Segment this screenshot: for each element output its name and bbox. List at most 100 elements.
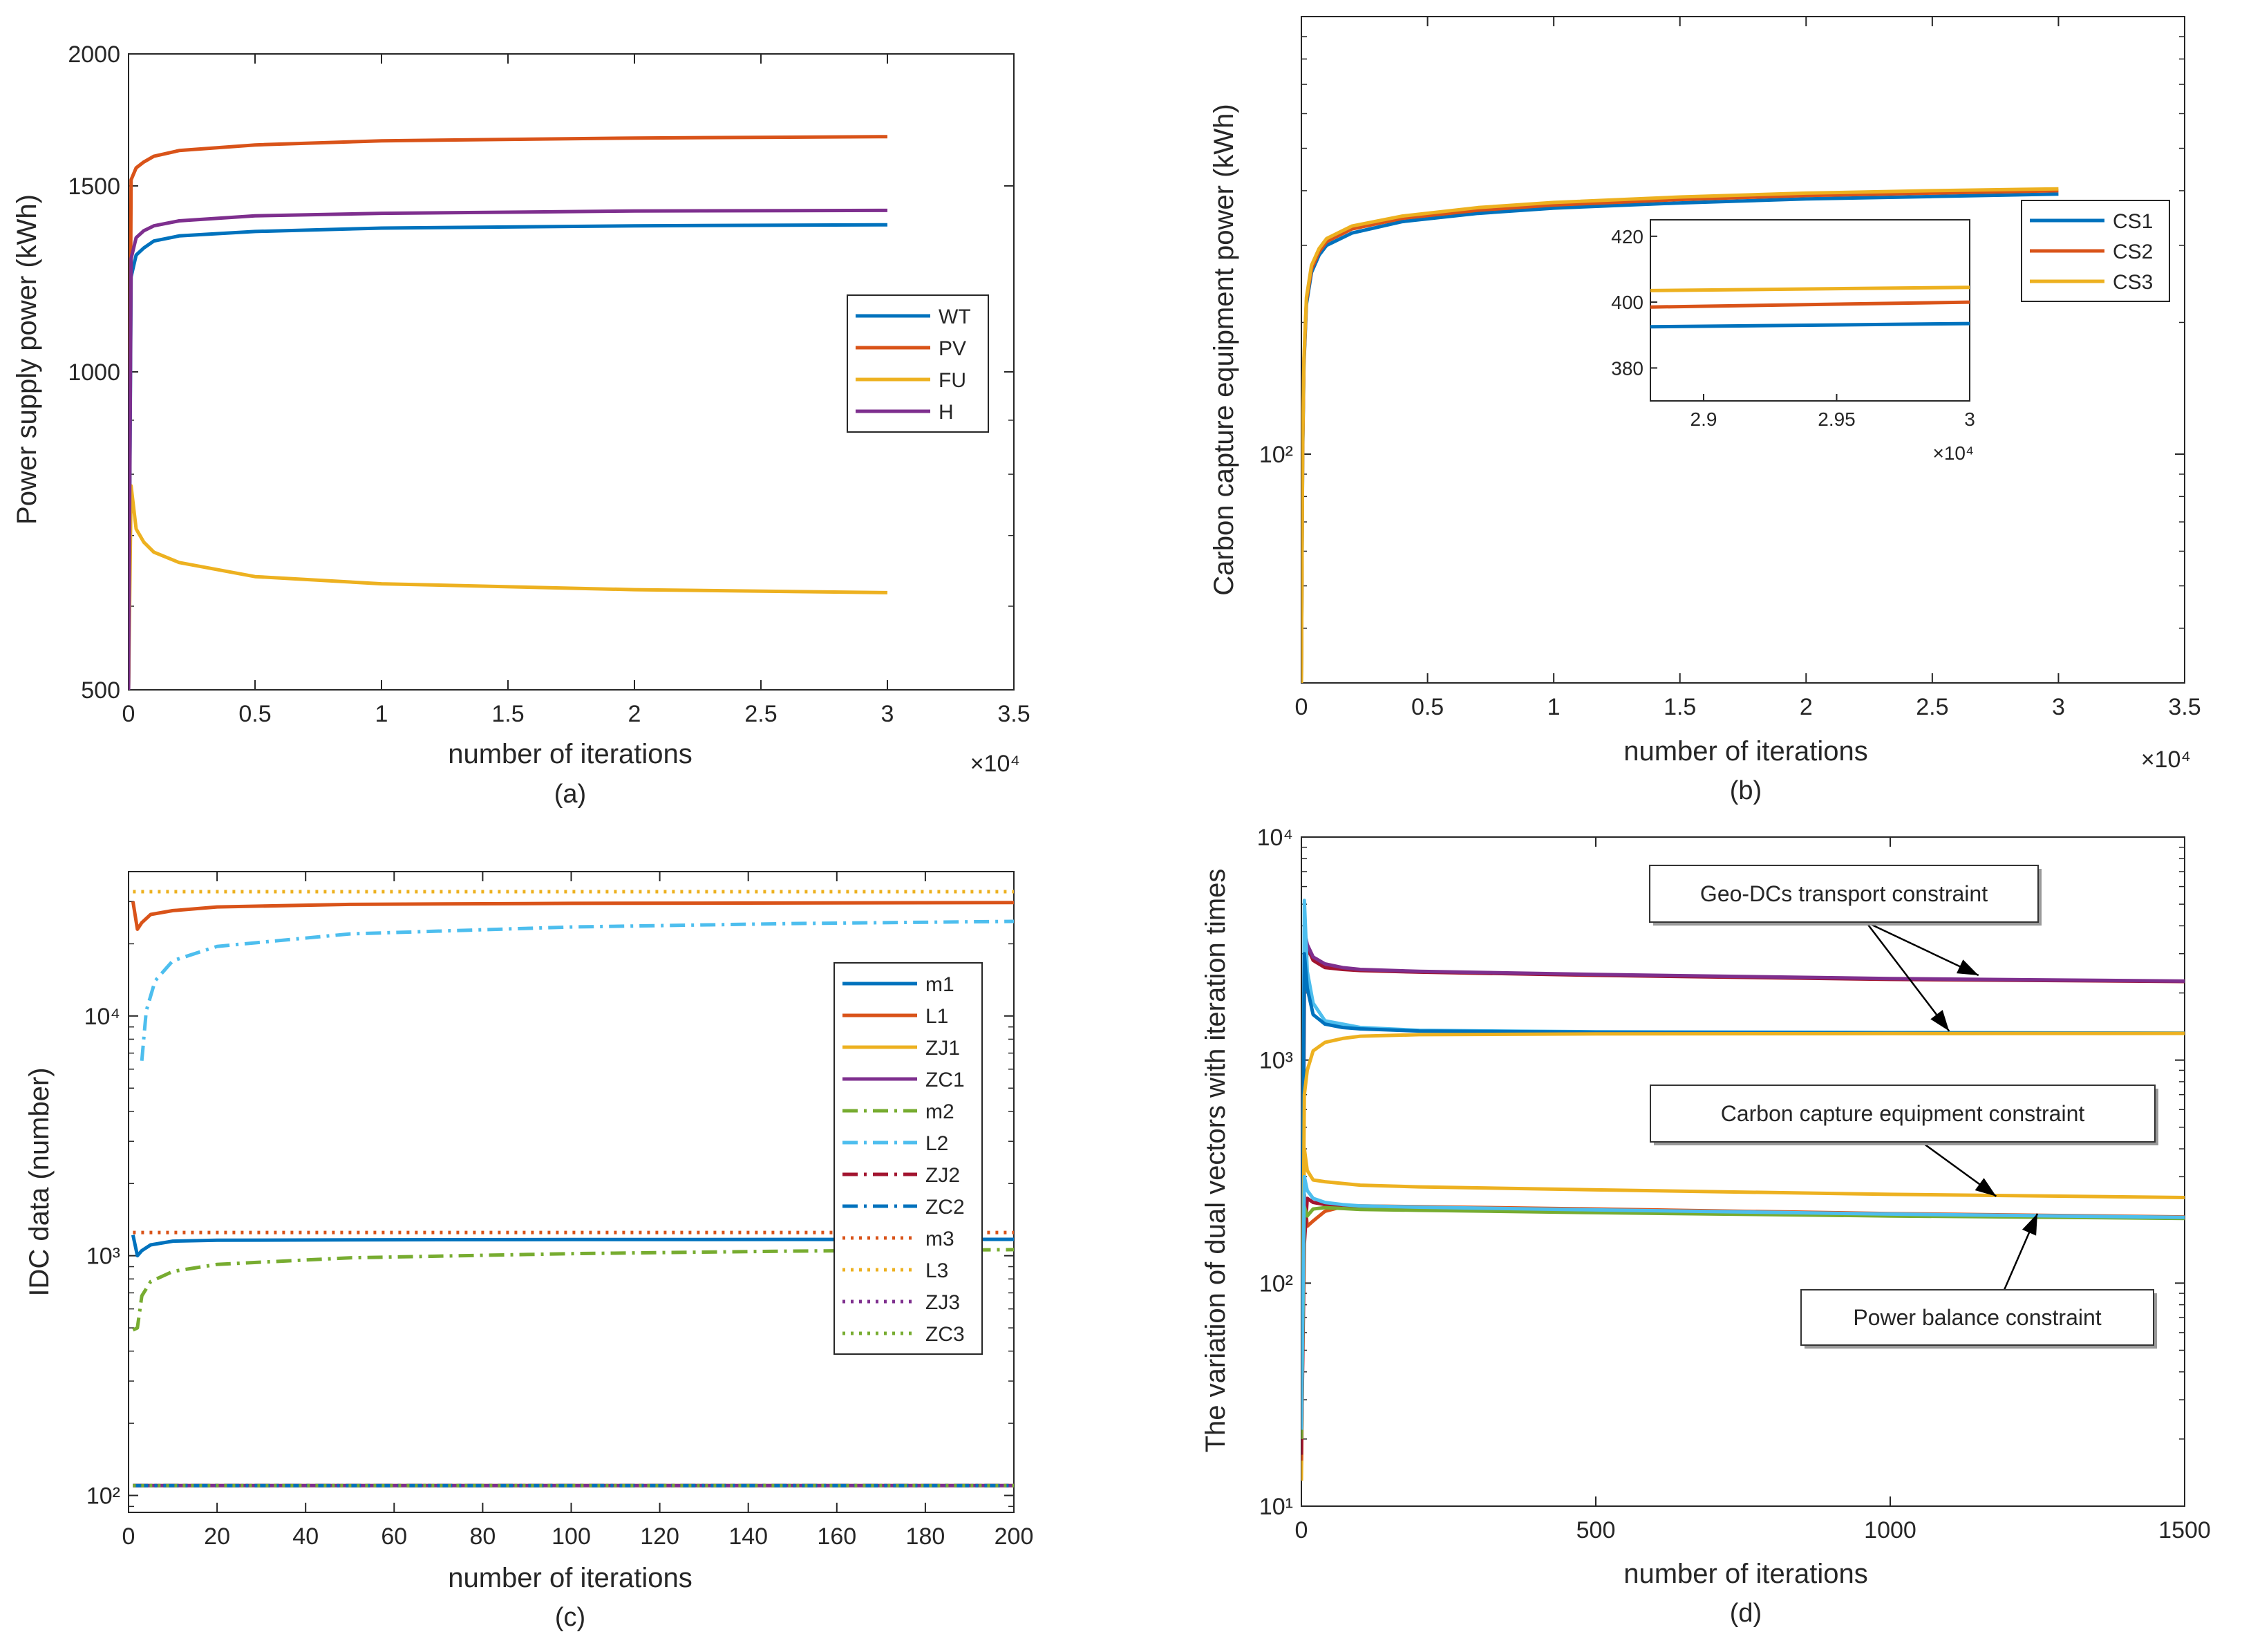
legend-label-zj3: ZJ3 — [925, 1291, 960, 1314]
x-tick-label: 0 — [1295, 1517, 1308, 1543]
x-tick-label: 1.5 — [1664, 694, 1696, 720]
panel-d-series-group — [1301, 899, 2185, 1481]
inset-x-tick-label: 2.9 — [1690, 409, 1717, 430]
panel-a-series-group — [129, 135, 888, 690]
inset-y-tick-label: 380 — [1611, 357, 1643, 379]
annotation-box — [1800, 1289, 2154, 1346]
panel-d-axes-box — [1301, 836, 2185, 1507]
x-tick-label: 0 — [122, 1523, 135, 1550]
x-tick-label: 0.5 — [238, 701, 271, 727]
annotation-box — [1649, 865, 2039, 923]
legend-label-l3: L3 — [925, 1259, 948, 1282]
y-tick-label: 1000 — [68, 359, 120, 386]
panel-a-multiplier: ×10⁴ — [970, 751, 1020, 777]
legend-label-m2: m2 — [925, 1100, 954, 1123]
x-tick-label: 3.5 — [2168, 694, 2201, 720]
annotation-label: Power balance constraint — [1853, 1305, 2101, 1330]
x-tick-label: 20 — [204, 1523, 230, 1550]
annotation-arrow-head — [1956, 959, 1979, 975]
annotation-arrow-line — [1865, 921, 1979, 977]
x-tick-label: 3 — [881, 701, 894, 727]
inset-y-tick-label: 420 — [1611, 226, 1643, 247]
legend-label-pv: PV — [939, 337, 966, 360]
legend-label-cs1: CS1 — [2113, 210, 2153, 233]
y-tick-label: 1500 — [68, 173, 120, 200]
panel-a-caption: (a) — [554, 780, 586, 809]
series-line-pv — [129, 135, 888, 690]
panel-b-legend: CS1 CS2 CS3 — [2021, 200, 2170, 302]
x-tick-label: 500 — [1576, 1517, 1616, 1543]
panel-c-ylabel: IDC data (number) — [24, 1067, 55, 1296]
panel-d-annotations: Geo-DCs transport constraint Carbon captu… — [1649, 865, 2158, 1349]
panel-b-series-group — [1301, 187, 2059, 683]
series-line-l1 — [131, 901, 1014, 931]
panel-b-inset: 2.9 2.95 3 380 400 420 — [1611, 219, 1975, 430]
x-tick-label: 2.5 — [744, 701, 777, 727]
y-tick-label: 10³ — [86, 1243, 120, 1270]
annotation-label: Carbon capture equipment constraint — [1721, 1101, 2085, 1126]
panel-b-xlabel: number of iterations — [1623, 736, 1868, 767]
y-tick-label: 10² — [1259, 442, 1293, 468]
x-tick-label: 2 — [1800, 694, 1813, 720]
series-line-dual-8 — [1301, 1205, 2185, 1439]
y-tick-label: 10⁴ — [1257, 825, 1293, 851]
inset-axes-box — [1650, 219, 1970, 402]
annotation-label: Geo-DCs transport constraint — [1700, 881, 1988, 906]
x-tick-label: 2.5 — [1916, 694, 1948, 720]
panel-b-caption: (b) — [1730, 776, 1762, 805]
panel-c-legend: m1 L1 ZJ1 ZC1 m2 L2 ZJ2 ZC2 m3 L3 ZJ3 ZC3 — [833, 962, 983, 1355]
x-tick-label: 2 — [628, 701, 641, 727]
x-tick-label: 200 — [995, 1523, 1034, 1550]
legend-label-m1: m1 — [925, 973, 954, 996]
inset-y-tick-label: 400 — [1611, 292, 1643, 313]
annotation-arrow-head — [1930, 1010, 1950, 1031]
inset-x-tick-label: 2.95 — [1818, 409, 1856, 430]
series-line-m1 — [131, 1235, 1014, 1258]
legend-label-wt: WT — [939, 306, 971, 328]
series-line-m2 — [132, 1248, 1014, 1332]
legend-label-fu: FU — [939, 369, 966, 392]
panel-a-xlabel: number of iterations — [448, 739, 693, 769]
annotation-box — [1650, 1085, 2156, 1143]
inset-series-cs1 — [1650, 321, 1970, 329]
annotation-arrow-line — [1865, 921, 1950, 1032]
x-tick-label: 1000 — [1864, 1517, 1916, 1543]
legend-label-l1: L1 — [925, 1005, 948, 1028]
series-line-dual-4 — [1301, 1031, 2185, 1474]
legend-label-zc2: ZC2 — [925, 1196, 965, 1219]
panel-d-xlabel: number of iterations — [1623, 1559, 1868, 1589]
inset-series-cs2 — [1650, 300, 1970, 309]
x-tick-label: 3.5 — [997, 701, 1030, 727]
panel-c-xlabel: number of iterations — [448, 1563, 693, 1593]
x-tick-label: 180 — [906, 1523, 945, 1550]
legend-label-zc1: ZC1 — [925, 1069, 965, 1091]
panel-a-ylabel: Power supply power (kWh) — [12, 194, 42, 525]
series-line-wt — [129, 223, 888, 690]
annotation-arrow-head — [1975, 1178, 1997, 1196]
panel-d-plot: 0 500 1000 1500 10¹ 10² 10³ 10⁴ — [1257, 825, 2211, 1543]
series-line-h — [129, 208, 888, 690]
x-tick-label: 1500 — [2158, 1517, 2211, 1543]
panel-c: 0 20 40 60 80 100 120 140 160 180 200 10² 10³ 10⁴ IDC… — [24, 871, 1034, 1632]
legend-label-h: H — [939, 401, 954, 424]
x-tick-label: 3 — [2052, 694, 2065, 720]
panel-d-caption: (d) — [1730, 1599, 1762, 1628]
legend-label-zc3: ZC3 — [925, 1323, 965, 1346]
x-tick-label: 0 — [1295, 694, 1308, 720]
panel-c-legend-box — [833, 962, 983, 1355]
panel-b: 0 0.5 1 1.5 2 2.5 3 3.5 10² Carbon capture equip… — [1209, 16, 2201, 805]
x-tick-label: 120 — [640, 1523, 679, 1550]
inset-x-tick-label: 3 — [1964, 409, 1975, 430]
series-line-dual-5 — [1301, 1147, 2185, 1481]
x-tick-label: 0 — [122, 701, 135, 727]
panel-c-caption: (c) — [555, 1603, 585, 1632]
panel-d-ylabel: The variation of dual vectors with itera… — [1200, 869, 1231, 1453]
x-tick-label: 1 — [375, 701, 388, 727]
series-line-l2 — [140, 919, 1014, 1061]
annotation-arrow-head — [2022, 1213, 2037, 1236]
x-tick-label: 0.5 — [1411, 694, 1444, 720]
legend-label-cs3: CS3 — [2113, 271, 2153, 294]
y-tick-label: 10² — [86, 1483, 120, 1510]
x-tick-label: 1 — [1547, 694, 1561, 720]
